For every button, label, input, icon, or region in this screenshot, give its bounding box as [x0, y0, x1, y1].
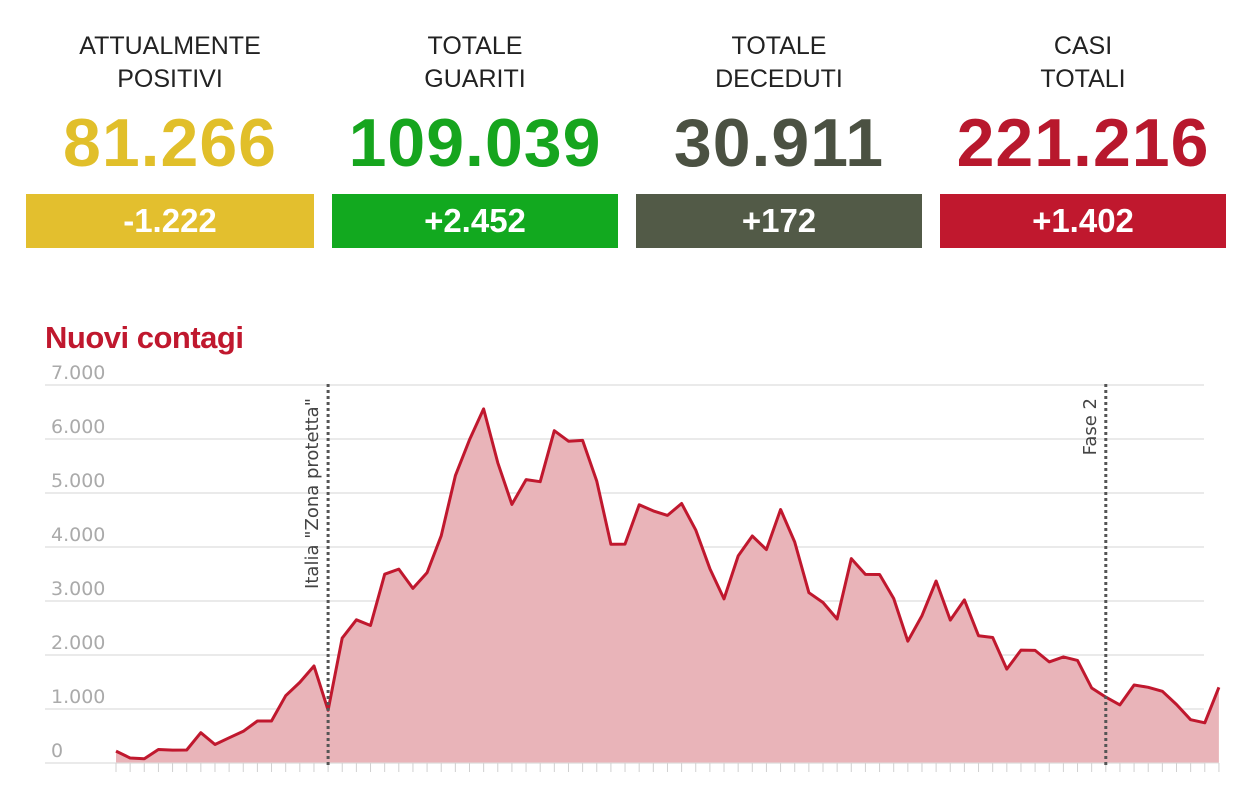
- stat-value: 221.216: [956, 105, 1210, 181]
- chart-title: Nuovi contagi: [45, 320, 244, 355]
- y-tick-label: 5.000: [51, 470, 105, 492]
- x-axis-ticks: [115, 762, 1220, 772]
- stat-label-line1: CASI: [1053, 32, 1113, 60]
- y-axis-tick-labels: 0 1.000 2.000 3.000 4.000 5.000 6.000 7.000: [51, 362, 105, 762]
- y-tick-label: 6.000: [51, 416, 105, 438]
- stat-delta-badge: +172: [636, 194, 922, 248]
- annotation-label: Italia "Zona protetta": [302, 398, 323, 589]
- stat-label-line2: POSITIVI: [117, 65, 223, 93]
- y-tick-label: 7.000: [51, 362, 105, 384]
- area-fill: [116, 408, 1219, 763]
- stat-label-line1: ATTUALMENTE: [79, 32, 261, 60]
- y-tick-label: 3.000: [51, 578, 105, 600]
- stat-label-line2: TOTALI: [1040, 65, 1126, 93]
- stat-label-line2: DECEDUTI: [715, 65, 843, 93]
- new-cases-chart: 0 1.000 2.000 3.000 4.000 5.000 6.000 7.000 Ita…: [45, 362, 1221, 772]
- stat-delta-badge: +2.452: [332, 194, 618, 248]
- stat-value: 81.266: [63, 105, 277, 181]
- stat-label-line2: GUARITI: [424, 65, 526, 93]
- stat-label: TOTALE DECEDUTI: [636, 30, 922, 100]
- y-tick-label: 1.000: [51, 686, 105, 708]
- annotation-label: Fase 2: [1080, 398, 1101, 455]
- stat-value: 30.911: [673, 105, 885, 181]
- stat-totale-guariti: TOTALE GUARITI 109.039 +2.452: [332, 30, 618, 248]
- stat-delta-badge: -1.222: [26, 194, 314, 248]
- stat-delta-badge: +1.402: [940, 194, 1226, 248]
- stat-label-line1: TOTALE: [731, 32, 827, 60]
- y-tick-label: 2.000: [51, 632, 105, 654]
- stat-casi-totali: CASI TOTALI 221.216 +1.402: [940, 30, 1226, 248]
- series-line: [115, 407, 1221, 761]
- stat-label: ATTUALMENTE POSITIVI: [26, 30, 314, 100]
- stat-label-line1: TOTALE: [427, 32, 523, 60]
- stat-totale-deceduti: TOTALE DECEDUTI 30.911 +172: [636, 30, 922, 248]
- stat-attualmente-positivi: ATTUALMENTE POSITIVI 81.266 -1.222: [26, 30, 314, 248]
- y-tick-label: 0: [51, 740, 63, 762]
- y-tick-label: 4.000: [51, 524, 105, 546]
- stat-value: 109.039: [348, 105, 602, 181]
- stat-label: TOTALE GUARITI: [332, 30, 618, 100]
- annotations: Italia "Zona protetta" Fase 2: [302, 384, 1108, 765]
- stat-label: CASI TOTALI: [940, 30, 1226, 100]
